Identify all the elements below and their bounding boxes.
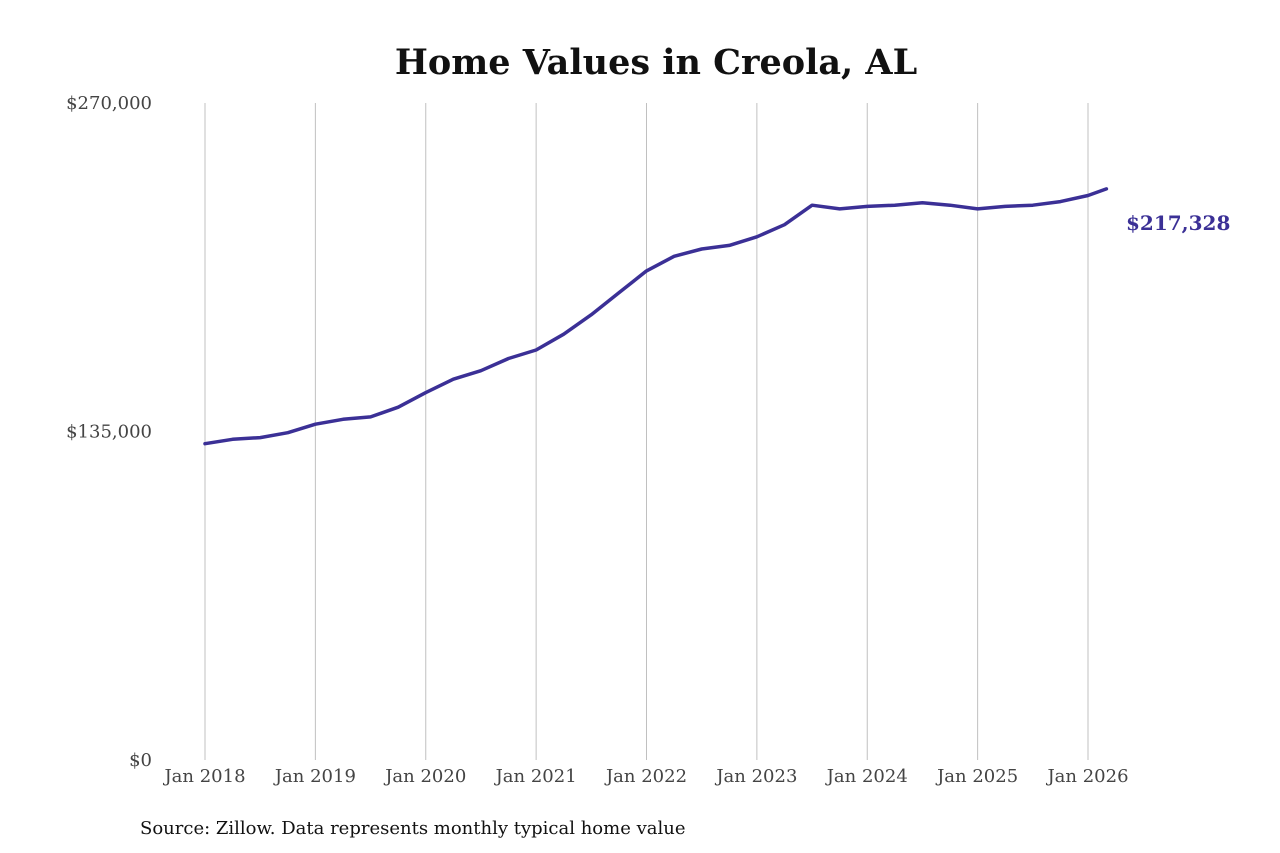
x-axis-ticks: Jan 2018 Jan 2019 Jan 2020 Jan 2021 Jan 2022… [162, 766, 1128, 787]
y-tick-label: $135,000 [66, 422, 152, 443]
end-value-label: $217,328 [1126, 211, 1230, 235]
x-tick-label: Jan 2020 [383, 766, 466, 787]
x-tick-label: Jan 2021 [494, 766, 577, 787]
x-tick-label: Jan 2024 [825, 766, 908, 787]
source-note: Source: Zillow. Data represents monthly … [140, 818, 686, 839]
y-axis-ticks: $0 $135,000 $270,000 [66, 93, 152, 771]
gridlines [204, 103, 1089, 760]
x-tick-label: Jan 2019 [273, 766, 356, 787]
x-tick-label: Jan 2022 [604, 766, 687, 787]
y-tick-label: $270,000 [66, 93, 152, 114]
x-tick-label: Jan 2025 [935, 766, 1018, 787]
x-tick-label: Jan 2018 [162, 766, 245, 787]
x-tick-label: Jan 2026 [1045, 766, 1128, 787]
chart-title: Home Values in Creola, AL [395, 42, 917, 83]
series-line [203, 187, 1109, 446]
x-tick-label: Jan 2023 [714, 766, 797, 787]
y-tick-label: $0 [129, 750, 152, 771]
